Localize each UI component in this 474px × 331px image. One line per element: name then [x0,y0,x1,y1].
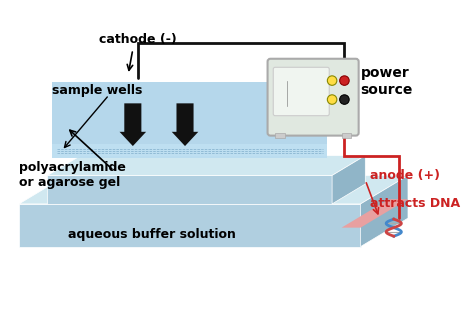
Text: sample wells: sample wells [52,83,143,97]
FancyBboxPatch shape [267,59,359,136]
Text: cathode (-): cathode (-) [99,33,176,46]
Polygon shape [52,144,328,159]
Polygon shape [361,175,408,247]
Polygon shape [47,175,332,204]
Circle shape [340,95,349,104]
Text: polyacrylamide
or agarose gel: polyacrylamide or agarose gel [19,162,126,189]
Polygon shape [342,199,408,228]
Polygon shape [332,156,365,204]
FancyArrow shape [172,103,198,146]
FancyBboxPatch shape [273,67,329,116]
Text: anode (+): anode (+) [370,169,440,182]
Bar [342,133,351,137]
Text: power
source: power source [361,66,413,97]
Circle shape [328,95,337,104]
FancyArrow shape [119,103,146,146]
Polygon shape [19,175,408,204]
Text: aqueous buffer solution: aqueous buffer solution [68,228,236,241]
Polygon shape [47,156,365,175]
Bar [275,133,285,137]
Polygon shape [52,82,328,159]
Text: attracts DNA: attracts DNA [370,197,460,211]
Circle shape [328,76,337,85]
Polygon shape [19,204,361,247]
Circle shape [340,76,349,85]
